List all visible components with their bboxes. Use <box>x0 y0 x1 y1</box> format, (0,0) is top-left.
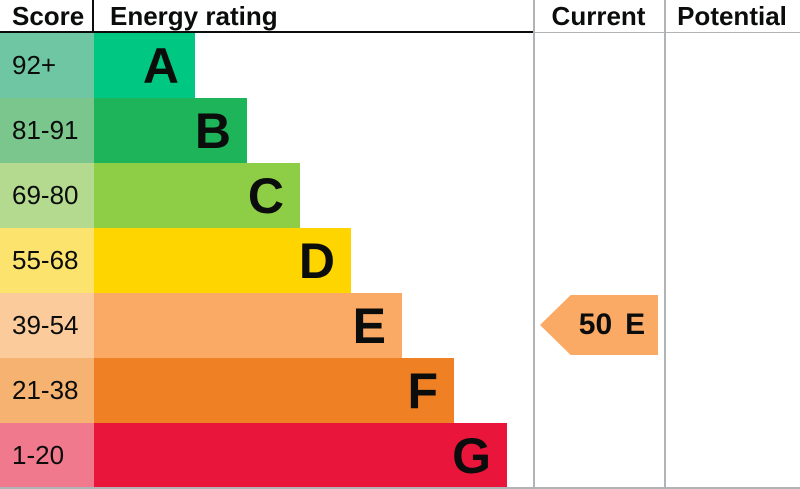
band-bar: G <box>94 423 507 488</box>
score-range-label: 1-20 <box>0 423 94 488</box>
band-row: 92+ A <box>0 33 800 98</box>
current-column-header: Current <box>533 0 664 33</box>
band-letter: B <box>194 102 231 159</box>
band-bar: A <box>94 33 195 98</box>
current-column-divider <box>533 0 535 487</box>
band-rows: 92+ A 81-91 B 69-80 C 55-68 D 39-54 <box>0 33 800 488</box>
band-row: 69-80 C <box>0 163 800 228</box>
band-bar: F <box>94 358 454 423</box>
band-row: 81-91 B <box>0 98 800 163</box>
table-header-row: Score Energy rating Current Potential <box>0 0 800 33</box>
current-score-value: 50 <box>578 308 613 341</box>
score-range-label: 55-68 <box>0 228 94 293</box>
band-letter: C <box>247 167 284 224</box>
potential-column-divider <box>664 0 666 487</box>
score-range-label: 92+ <box>0 33 94 98</box>
band-row: 55-68 D <box>0 228 800 293</box>
band-bar: D <box>94 228 351 293</box>
band-letter: F <box>407 362 438 419</box>
band-letter: D <box>298 232 335 289</box>
energy-rating-column-header: Energy rating <box>94 0 533 33</box>
band-row: 21-38 F <box>0 358 800 423</box>
score-range-label: 21-38 <box>0 358 94 423</box>
band-bar: C <box>94 163 300 228</box>
band-letter: E <box>352 297 386 354</box>
score-range-label: 39-54 <box>0 293 94 358</box>
band-letter: G <box>452 427 491 484</box>
potential-column-header: Potential <box>664 0 800 33</box>
score-column-header: Score <box>0 0 94 33</box>
band-letter: A <box>142 37 179 94</box>
band-bar: E <box>94 293 402 358</box>
band-row: 39-54 E <box>0 293 800 358</box>
band-bar: B <box>94 98 247 163</box>
score-range-label: 69-80 <box>0 163 94 228</box>
band-row: 1-20 G <box>0 423 800 488</box>
table-bottom-border <box>0 487 800 489</box>
score-range-label: 81-91 <box>0 98 94 163</box>
current-band-letter: E <box>625 308 646 341</box>
